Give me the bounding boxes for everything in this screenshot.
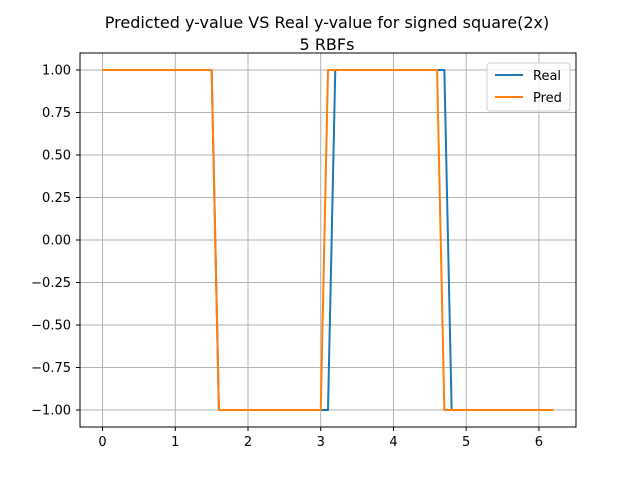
legend-label-pred: Pred xyxy=(533,91,562,106)
chart-title: Predicted y-value VS Real y-value for si… xyxy=(105,13,550,32)
y-tick-label: 0.00 xyxy=(42,234,71,249)
x-tick-label: 2 xyxy=(244,435,252,450)
chart-subtitle: 5 RBFs xyxy=(300,35,355,54)
legend-label-real: Real xyxy=(533,69,561,84)
y-tick-label: 1.00 xyxy=(42,64,71,79)
legend: Real Pred xyxy=(486,62,571,112)
series-lines xyxy=(102,69,554,411)
y-tick-label: 0.50 xyxy=(42,149,71,164)
y-tick-label: −0.25 xyxy=(31,276,71,291)
x-tick-label: 1 xyxy=(171,435,179,450)
x-tick-label: 3 xyxy=(317,435,325,450)
series-line-pred xyxy=(102,69,554,411)
y-axis: 1.00 0.75 0.50 0.25 0.00 −0.25 −0.50 −0.75 −1.00 xyxy=(31,64,80,419)
y-tick-label: −0.50 xyxy=(31,319,71,334)
y-tick-label: −1.00 xyxy=(31,404,71,419)
y-tick-label: 0.75 xyxy=(42,106,71,121)
y-tick-label: −0.75 xyxy=(31,361,71,376)
x-axis: 0 1 2 3 4 5 6 xyxy=(98,427,543,450)
y-tick-label: 0.25 xyxy=(42,191,71,206)
x-tick-label: 0 xyxy=(98,435,106,450)
x-tick-label: 4 xyxy=(389,435,397,450)
x-tick-label: 5 xyxy=(462,435,470,450)
x-tick-label: 6 xyxy=(535,435,543,450)
